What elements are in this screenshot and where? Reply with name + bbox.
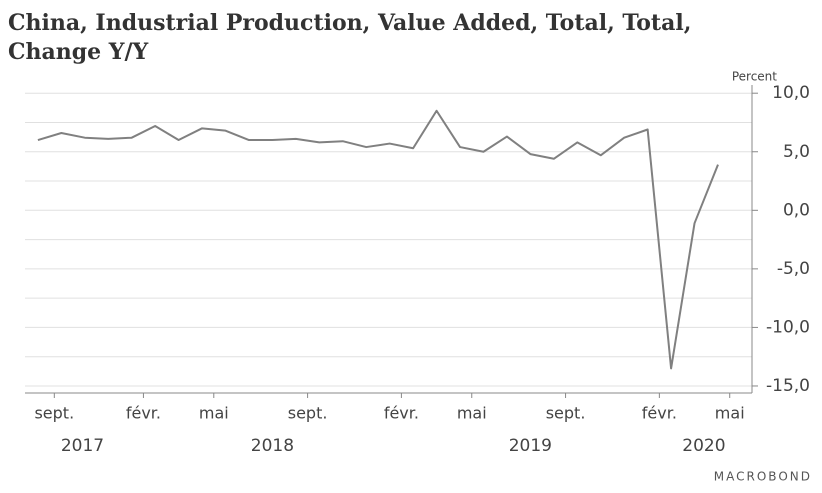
y-tick-label: 10,0 [772,83,810,103]
x-tick-label: févr. [126,404,161,423]
watermark: MACROBOND [714,470,812,484]
year-label: 2017 [61,436,104,456]
x-tick-label: févr. [384,404,419,423]
y-tick-label: -10,0 [766,317,810,337]
y-tick-label: -5,0 [777,259,810,279]
y-tick-label: 5,0 [783,142,810,162]
data-line [37,109,719,370]
year-label: 2020 [682,436,725,456]
chart-title: China, Industrial Production, Value Adde… [8,10,691,36]
x-tick-label: sept. [546,404,586,423]
chart-title: Change Y/Y [8,39,149,65]
year-label: 2019 [509,436,552,456]
year-label: 2018 [251,436,294,456]
y-tick-label: 0,0 [783,200,810,220]
x-tick-label: mai [715,404,745,423]
x-tick-label: mai [199,404,229,423]
x-tick-label: mai [457,404,487,423]
x-tick-label: sept. [288,404,328,423]
unit-label: Percent [732,70,777,84]
x-tick-label: févr. [642,404,677,423]
y-tick-label: -15,0 [766,376,810,396]
x-tick-label: sept. [34,404,74,423]
